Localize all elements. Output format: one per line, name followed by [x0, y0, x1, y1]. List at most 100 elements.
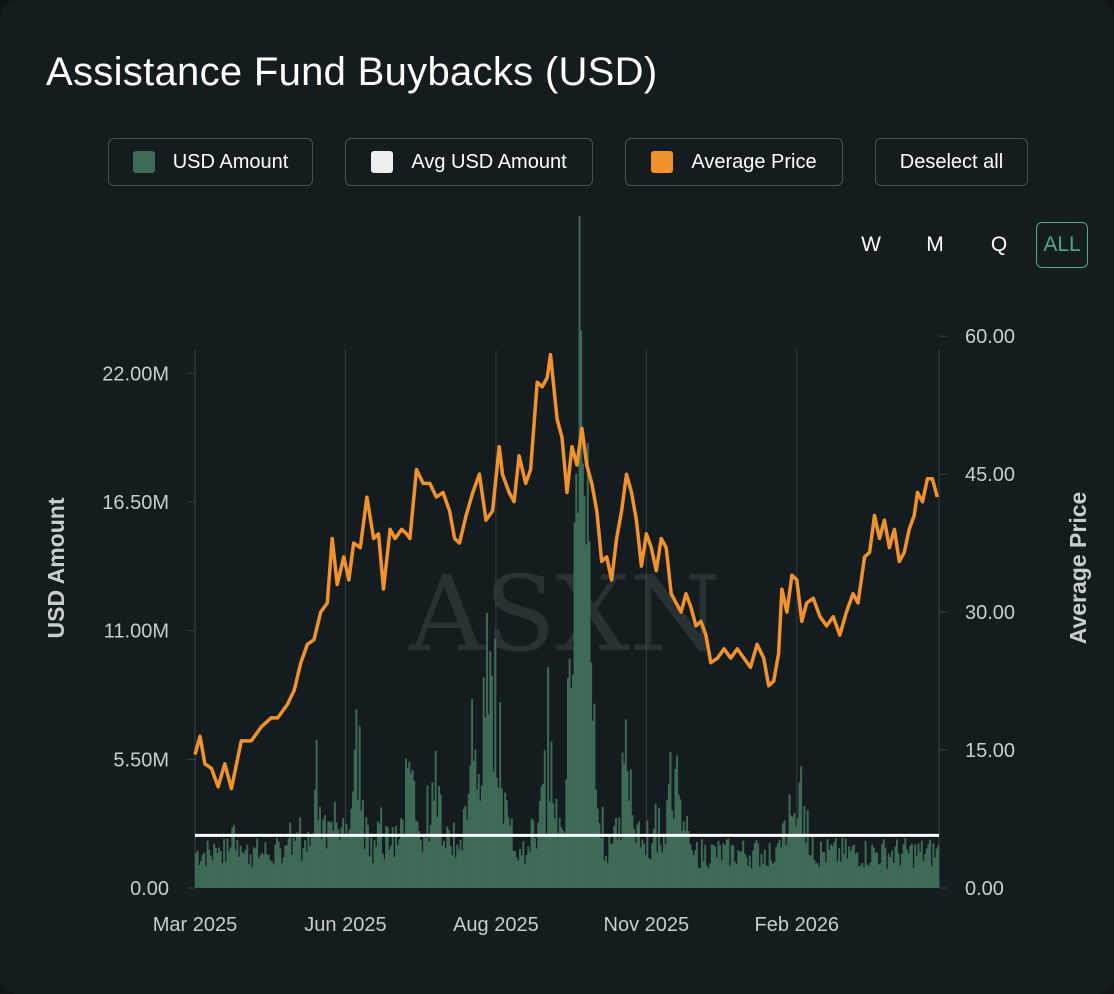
x-tick-label: Feb 2026 [755, 914, 840, 936]
usd-amount-bar [401, 819, 404, 888]
usd-amount-bar [434, 750, 437, 888]
usd-amount-bar [214, 847, 217, 888]
usd-amount-bar [935, 848, 938, 888]
deselect-all-button[interactable]: Deselect all [875, 138, 1028, 186]
usd-amount-bar [416, 821, 419, 888]
usd-amount-bar [510, 818, 513, 888]
usd-amount-bar [919, 851, 922, 888]
usd-amount-bar [423, 835, 426, 888]
usd-amount-bar [648, 857, 650, 888]
usd-amount-bar [924, 854, 927, 888]
usd-amount-bar [773, 862, 776, 888]
left-tick-label: 11.00M [104, 621, 169, 643]
usd-amount-bar [545, 833, 548, 888]
usd-amount-bar [366, 824, 369, 888]
legend-toggle-average-price[interactable]: Average Price [625, 138, 843, 186]
usd-amount-bar [590, 662, 593, 888]
usd-amount-bar [927, 844, 930, 888]
usd-amount-bar [897, 853, 900, 888]
usd-amount-bar [745, 857, 748, 888]
usd-amount-bar [677, 794, 680, 888]
usd-amount-bar [578, 215, 581, 889]
usd-amount-bar [646, 820, 649, 888]
usd-amount-bar [781, 823, 784, 888]
usd-amount-bar [729, 865, 731, 888]
usd-amount-bar [550, 741, 553, 888]
usd-amount-bar [710, 844, 713, 888]
usd-amount-bar [889, 857, 892, 888]
usd-amount-bar [772, 863, 774, 888]
usd-amount-bar [247, 864, 250, 888]
range-all-button[interactable]: ALL [1036, 222, 1088, 268]
usd-amount-bar [251, 867, 254, 888]
usd-amount-bar [505, 800, 508, 888]
usd-amount-bar [643, 843, 646, 888]
usd-amount-bar [859, 865, 862, 888]
usd-amount-bar [778, 839, 781, 888]
usd-amount-bar [871, 844, 874, 888]
usd-amount-bar [274, 844, 277, 888]
usd-amount-bar [603, 860, 606, 888]
usd-amount-bar [500, 788, 503, 888]
legend-toggle-usd-amount[interactable]: USD Amount [108, 138, 313, 186]
usd-amount-bar [915, 855, 918, 888]
usd-amount-bar [672, 818, 675, 888]
usd-amount-bar [899, 865, 902, 888]
usd-amount-bar [626, 770, 629, 888]
legend-toggle-avg-usd-amount[interactable]: Avg USD Amount [345, 138, 593, 186]
usd-amount-bar [596, 808, 599, 888]
usd-amount-bar [221, 863, 224, 888]
usd-amount-bar [327, 821, 330, 888]
usd-amount-bar [747, 866, 750, 888]
usd-amount-bar [598, 823, 601, 888]
usd-amount-bar [730, 845, 733, 888]
usd-amount-bar [373, 840, 376, 888]
usd-amount-bar [639, 847, 642, 888]
usd-amount-bar [234, 850, 237, 888]
usd-amount-bar [398, 839, 401, 888]
usd-amount-bar [345, 823, 348, 888]
usd-amount-bar [732, 845, 735, 888]
usd-amount-bar [687, 830, 690, 888]
usd-amount-bar [355, 709, 358, 888]
usd-amount-bar [588, 541, 591, 888]
usd-amount-bar [507, 817, 510, 888]
usd-amount-bar [684, 830, 687, 888]
usd-amount-bar [371, 863, 374, 888]
usd-amount-bar [307, 832, 310, 888]
range-week-button[interactable]: W [861, 233, 881, 256]
usd-amount-bar [395, 826, 398, 888]
usd-amount-bar [900, 853, 903, 888]
range-quarter-button[interactable]: Q [990, 233, 1008, 256]
usd-amount-bar [385, 825, 388, 888]
usd-amount-bar [833, 842, 836, 888]
usd-amount-bar [920, 840, 923, 888]
usd-amount-bar [682, 821, 685, 888]
usd-amount-bar [934, 857, 936, 888]
usd-amount-bar [725, 839, 728, 888]
range-month-button[interactable]: M [926, 233, 944, 256]
usd-amount-bar [471, 699, 474, 888]
usd-amount-bar [856, 852, 859, 888]
usd-amount-bar [697, 867, 700, 888]
usd-amount-bar [657, 807, 660, 888]
usd-amount-bar [790, 815, 793, 888]
usd-amount-bar [509, 825, 512, 888]
usd-amount-bar [414, 820, 417, 888]
usd-amount-bar [752, 850, 755, 888]
usd-amount-bar [196, 850, 199, 888]
usd-amount-bar [363, 849, 366, 888]
usd-amount-bar [887, 853, 890, 888]
average-price-swatch [651, 151, 674, 173]
usd-amount-bar [853, 844, 855, 888]
usd-amount-bar [195, 853, 197, 888]
usd-amount-bar [910, 843, 913, 888]
legend-label-avg-usd-amount: Avg USD Amount [411, 150, 567, 173]
usd-amount-bar [502, 823, 505, 888]
usd-amount-bar [299, 817, 302, 888]
usd-amount-bar [601, 806, 604, 888]
usd-amount-bar [823, 852, 826, 888]
usd-amount-bar [244, 849, 247, 888]
usd-amount-bar [722, 843, 725, 888]
usd-amount-bar [543, 750, 546, 888]
